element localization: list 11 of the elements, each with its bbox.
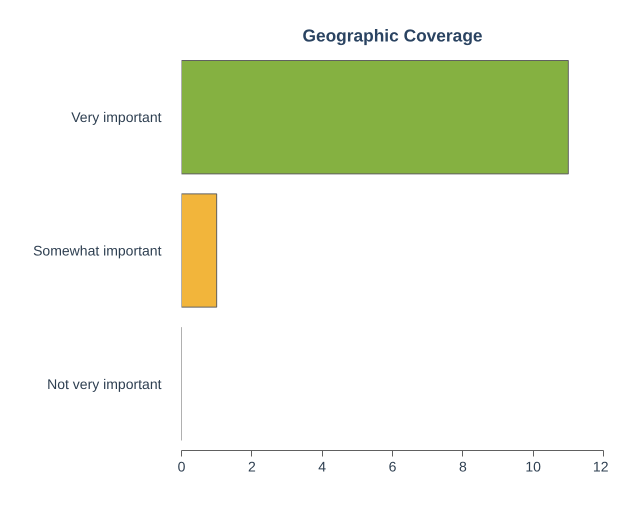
chart-title: Geographic Coverage: [302, 26, 483, 46]
x-tick-label: 6: [388, 458, 397, 474]
y-tick-label: Not very important: [47, 376, 162, 392]
x-tick-label: 10: [525, 458, 542, 474]
x-tick-label: 8: [458, 458, 467, 474]
x-tick-label: 4: [318, 458, 326, 474]
x-tick-label: 12: [592, 458, 609, 474]
y-tick-label: Somewhat important: [33, 242, 162, 258]
x-tick-label: 0: [178, 458, 186, 474]
x-tick-label: 2: [248, 458, 256, 474]
y-tick-label: Very important: [71, 109, 162, 126]
